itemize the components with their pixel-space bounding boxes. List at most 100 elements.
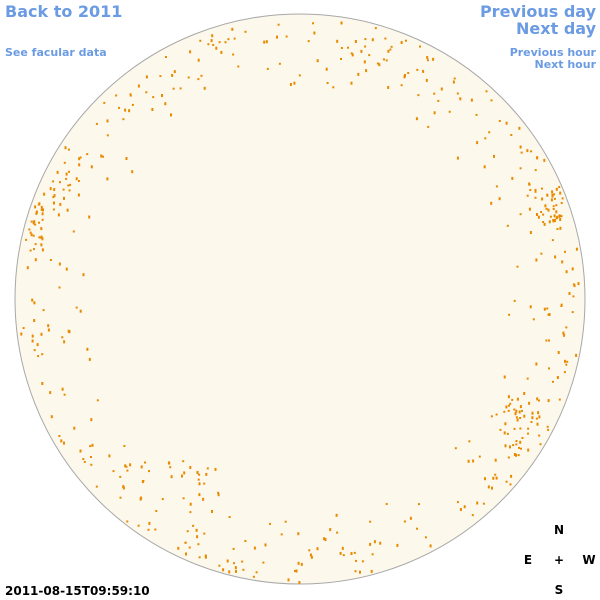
- facular-point: [363, 60, 366, 64]
- facular-point: [526, 194, 529, 197]
- facular-point: [49, 391, 52, 395]
- facular-point: [206, 467, 209, 470]
- facular-point: [490, 201, 493, 205]
- facular-point: [203, 532, 206, 535]
- facular-point: [519, 145, 522, 149]
- facular-point: [556, 215, 559, 219]
- facular-point: [164, 102, 167, 106]
- facular-point: [50, 415, 53, 419]
- facular-point: [102, 155, 104, 158]
- next-day-link[interactable]: Next day: [516, 19, 597, 38]
- facular-point: [546, 307, 549, 310]
- facular-point: [189, 466, 192, 469]
- previous-day-link[interactable]: Previous day: [480, 2, 597, 21]
- facular-point: [79, 309, 82, 313]
- facular-point: [459, 97, 462, 101]
- facular-point: [289, 83, 292, 86]
- facular-point: [217, 491, 220, 494]
- facular-point: [463, 505, 466, 509]
- facular-point: [491, 486, 493, 490]
- facular-point: [504, 444, 507, 448]
- facular-point: [559, 191, 562, 195]
- facular-point: [547, 313, 550, 316]
- facular-point: [565, 363, 568, 366]
- facular-point: [490, 415, 493, 418]
- facular-link[interactable]: See facular data: [5, 46, 107, 59]
- facular-point: [90, 456, 92, 458]
- facular-point: [198, 493, 201, 497]
- facular-point: [68, 189, 71, 192]
- facular-point: [65, 177, 68, 180]
- facular-point: [161, 94, 163, 97]
- facular-point: [506, 432, 509, 435]
- facular-point: [244, 540, 247, 542]
- facular-point: [263, 40, 266, 44]
- facular-point: [90, 463, 93, 466]
- facular-point: [515, 443, 518, 446]
- facular-point: [552, 208, 555, 210]
- facular-point: [503, 375, 506, 379]
- facular-point: [40, 227, 43, 231]
- facular-point: [192, 524, 195, 527]
- facular-point: [495, 413, 498, 416]
- facular-point: [538, 434, 541, 437]
- facular-point: [440, 87, 443, 91]
- facular-point: [478, 455, 481, 458]
- next-hour-link[interactable]: Next hour: [535, 58, 597, 71]
- facular-point: [37, 203, 40, 206]
- facular-point: [523, 392, 526, 395]
- facular-point: [298, 581, 301, 584]
- facular-point: [520, 447, 522, 450]
- facular-point: [182, 460, 185, 463]
- facular-point: [405, 39, 407, 42]
- facular-point: [218, 41, 221, 44]
- facular-point: [433, 92, 436, 95]
- facular-point: [534, 169, 537, 172]
- facular-point: [552, 205, 555, 208]
- facular-point: [369, 542, 372, 546]
- facular-point: [550, 198, 553, 202]
- facular-point: [553, 197, 556, 200]
- facular-point: [568, 292, 571, 295]
- facular-point: [205, 472, 208, 476]
- facular-point: [510, 474, 513, 478]
- facular-point: [515, 440, 518, 442]
- facular-point: [536, 397, 539, 401]
- facular-point: [252, 575, 255, 578]
- facular-point: [37, 355, 40, 358]
- facular-point: [361, 560, 364, 563]
- back-link[interactable]: Back to 2011: [5, 2, 122, 21]
- facular-point: [171, 73, 174, 77]
- facular-point: [509, 445, 511, 449]
- facular-point: [575, 353, 578, 357]
- previous-hour-link[interactable]: Previous hour: [510, 46, 597, 59]
- facular-point: [31, 298, 34, 302]
- facular-point: [207, 43, 210, 46]
- facular-point: [77, 180, 80, 182]
- facular-point: [495, 476, 498, 480]
- facular-point: [222, 568, 225, 572]
- facular-point: [540, 252, 543, 255]
- facular-point: [148, 521, 151, 525]
- facular-point: [72, 230, 75, 233]
- facular-point: [556, 376, 559, 379]
- facular-point: [509, 402, 512, 405]
- facular-point: [63, 196, 65, 200]
- facular-point: [560, 202, 563, 204]
- facular-point: [253, 546, 256, 550]
- facular-point: [278, 62, 281, 65]
- facular-point: [41, 248, 44, 252]
- facular-point: [151, 108, 154, 111]
- facular-point: [124, 108, 127, 112]
- facular-point: [140, 465, 143, 469]
- facular-point: [60, 439, 63, 443]
- facular-point: [534, 190, 537, 193]
- facular-point: [308, 549, 311, 552]
- facular-point: [264, 543, 267, 547]
- facular-point: [217, 493, 220, 497]
- facular-point: [126, 469, 129, 472]
- facular-point: [526, 377, 529, 380]
- facular-point: [503, 431, 506, 435]
- facular-point: [316, 547, 319, 551]
- facular-point: [370, 569, 373, 573]
